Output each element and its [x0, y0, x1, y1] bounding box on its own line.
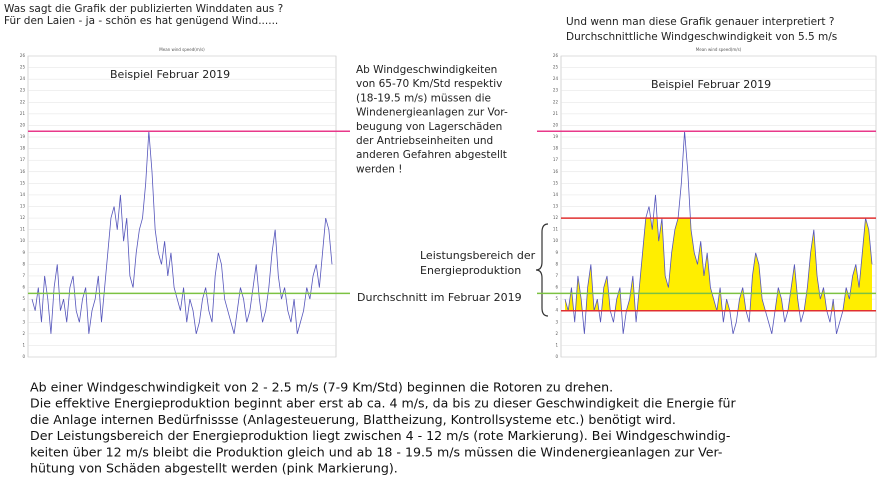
y-tick-label: 7 — [555, 273, 558, 278]
header-left: Für den Laien - ja - schön es hat genüge… — [4, 15, 278, 27]
middle-note: (18-19.5 m/s) müssen die — [356, 92, 491, 104]
y-tick-label: 8 — [22, 261, 25, 266]
y-tick-label: 11 — [20, 227, 26, 232]
header-right: Und wenn man diese Grafik genauer interp… — [566, 16, 834, 28]
y-tick-label: 19 — [20, 134, 26, 139]
y-tick-label: 20 — [553, 122, 559, 127]
y-tick-label: 5 — [555, 296, 558, 301]
y-tick-label: 25 — [553, 65, 559, 70]
power-band-fill — [565, 218, 872, 311]
y-tick-label: 2 — [555, 331, 558, 336]
middle-note: Windenergieanlagen zur Vor- — [356, 107, 508, 119]
y-tick-label: 26 — [20, 53, 26, 58]
paragraph: Die effektive Energieproduktion beginnt … — [30, 396, 737, 411]
y-tick-label: 2 — [22, 331, 25, 336]
power-note: Energieproduktion — [420, 264, 521, 277]
y-tick-label: 22 — [553, 99, 559, 104]
y-tick-label: 0 — [555, 354, 558, 359]
chart-label: Beispiel Februar 2019 — [110, 68, 230, 81]
y-tick-label: 15 — [20, 180, 26, 185]
y-tick-label: 6 — [555, 285, 558, 290]
y-tick-label: 1 — [22, 342, 25, 347]
y-tick-label: 6 — [22, 285, 25, 290]
y-tick-label: 22 — [20, 99, 26, 104]
y-tick-label: 7 — [22, 273, 25, 278]
y-tick-label: 24 — [20, 76, 26, 81]
y-tick-label: 19 — [553, 134, 559, 139]
y-tick-label: 25 — [20, 65, 26, 70]
y-tick-label: 14 — [20, 192, 26, 197]
paragraph: die Anlage internen Bedürfnissse (Anlage… — [30, 412, 676, 427]
y-tick-label: 4 — [555, 308, 558, 313]
y-tick-label: 17 — [553, 157, 559, 162]
curly-brace — [535, 223, 549, 317]
middle-note: der Antriebseinheiten und — [356, 135, 493, 147]
wind-line — [564, 131, 873, 334]
y-tick-label: 9 — [555, 250, 558, 255]
y-tick-label: 16 — [20, 169, 26, 174]
y-tick-label: 9 — [22, 250, 25, 255]
middle-note: beugung von Lagerschäden — [356, 121, 502, 133]
y-tick-label: 1 — [555, 342, 558, 347]
paragraph: Der Leistungsbereich der Energieprodukti… — [30, 428, 730, 443]
y-tick-label: 16 — [553, 169, 559, 174]
y-tick-label: 12 — [553, 215, 559, 220]
y-tick-label: 3 — [22, 319, 25, 324]
y-tick-label: 18 — [553, 146, 559, 151]
middle-note: von 65-70 Km/Std respektiv — [356, 78, 502, 90]
y-tick-label: 10 — [553, 238, 559, 243]
average-note: Durchschnitt im Februar 2019 — [357, 291, 522, 304]
middle-note: werden ! — [356, 163, 403, 175]
y-tick-label: 14 — [553, 192, 559, 197]
y-tick-label: 21 — [553, 111, 559, 116]
chart-label: Beispiel Februar 2019 — [651, 78, 771, 91]
middle-note: anderen Gefahren abgestellt — [356, 149, 507, 161]
y-tick-label: 10 — [20, 238, 26, 243]
y-tick-label: 8 — [555, 261, 558, 266]
header-left: Was sagt die Grafik der publizierten Win… — [4, 3, 283, 15]
y-tick-label: 3 — [555, 319, 558, 324]
header-right: Durchschnittliche Windgeschwindigkeit vo… — [566, 31, 837, 43]
y-tick-label: 21 — [20, 111, 26, 116]
y-tick-label: 13 — [20, 204, 26, 209]
y-tick-label: 18 — [20, 146, 26, 151]
wind-line — [31, 131, 333, 334]
y-tick-label: 23 — [20, 88, 26, 93]
y-tick-label: 24 — [553, 76, 559, 81]
y-tick-label: 13 — [553, 204, 559, 209]
power-note: Leistungsbereich der — [420, 249, 536, 262]
paragraph: Ab einer Windgeschwindigkeit von 2 - 2.5… — [30, 380, 613, 395]
y-tick-label: 23 — [553, 88, 559, 93]
y-tick-label: 15 — [553, 180, 559, 185]
chart-title: Mean wind speed(m/s) — [159, 47, 205, 52]
y-tick-label: 12 — [20, 215, 26, 220]
chart-title: Mean wind speed(m/s) — [696, 47, 742, 52]
y-tick-label: 20 — [20, 122, 26, 127]
middle-note: Ab Windgeschwindigkeiten — [356, 64, 497, 76]
y-tick-label: 4 — [22, 308, 25, 313]
y-tick-label: 26 — [553, 53, 559, 58]
y-tick-label: 11 — [553, 227, 559, 232]
y-tick-label: 0 — [22, 354, 25, 359]
paragraph: keiten über 12 m/s bleibt die Produktion… — [30, 444, 722, 459]
y-tick-label: 17 — [20, 157, 26, 162]
paragraph: hütung von Schäden abgestellt werden (pi… — [30, 461, 398, 476]
y-tick-label: 5 — [22, 296, 25, 301]
